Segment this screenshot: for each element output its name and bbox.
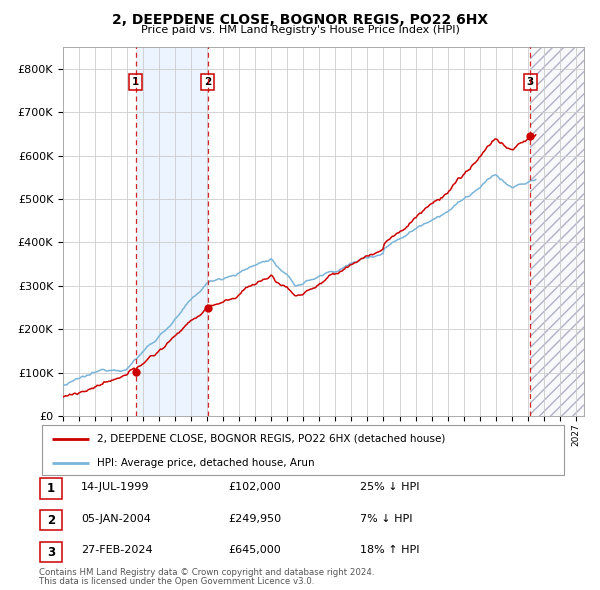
Text: £249,950: £249,950 [228,514,281,523]
Text: £102,000: £102,000 [228,482,281,491]
Text: £645,000: £645,000 [228,546,281,555]
Text: 1: 1 [132,77,139,87]
Text: 2: 2 [47,514,55,527]
Text: HPI: Average price, detached house, Arun: HPI: Average price, detached house, Arun [97,458,314,468]
Text: This data is licensed under the Open Government Licence v3.0.: This data is licensed under the Open Gov… [39,578,314,586]
Text: 27-FEB-2024: 27-FEB-2024 [81,546,152,555]
Text: 1: 1 [47,482,55,495]
Text: Price paid vs. HM Land Registry's House Price Index (HPI): Price paid vs. HM Land Registry's House … [140,25,460,35]
Text: 2, DEEPDENE CLOSE, BOGNOR REGIS, PO22 6HX (detached house): 2, DEEPDENE CLOSE, BOGNOR REGIS, PO22 6H… [97,434,445,444]
Text: 18% ↑ HPI: 18% ↑ HPI [360,546,419,555]
Bar [136,47,208,416]
Text: 2, DEEPDENE CLOSE, BOGNOR REGIS, PO22 6HX: 2, DEEPDENE CLOSE, BOGNOR REGIS, PO22 6H… [112,13,488,27]
Text: Contains HM Land Registry data © Crown copyright and database right 2024.: Contains HM Land Registry data © Crown c… [39,568,374,577]
Text: 25% ↓ HPI: 25% ↓ HPI [360,482,419,491]
Text: 05-JAN-2004: 05-JAN-2004 [81,514,151,523]
Text: 3: 3 [47,546,55,559]
Text: 2: 2 [204,77,211,87]
Bar [530,47,584,416]
Bar [530,47,584,416]
Text: 3: 3 [527,77,534,87]
Text: 7% ↓ HPI: 7% ↓ HPI [360,514,413,523]
Text: 14-JUL-1999: 14-JUL-1999 [81,482,149,491]
